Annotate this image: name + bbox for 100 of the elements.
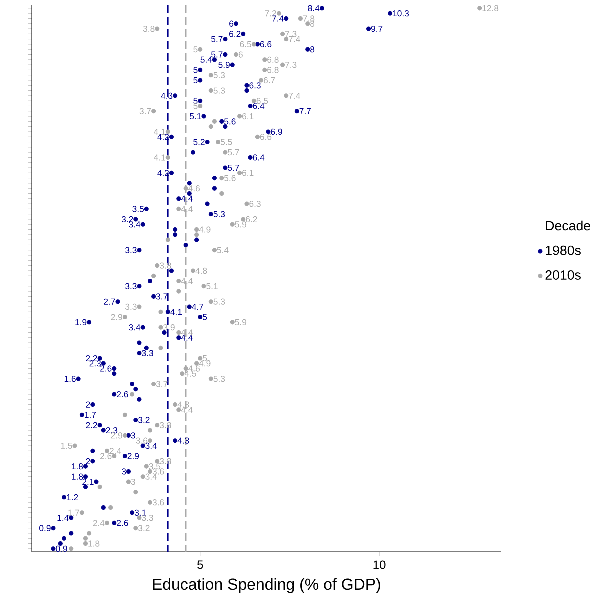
data-label: 7.3 xyxy=(286,30,297,38)
data-label: 6.8 xyxy=(268,56,279,63)
data-label: 6.1 xyxy=(242,113,254,120)
data-label: 5 xyxy=(194,46,198,52)
data-label: 3.3 xyxy=(126,247,137,254)
data-label: 5.4 xyxy=(217,247,229,254)
data-label: 2.3 xyxy=(90,360,102,367)
data-label: 8 xyxy=(310,20,315,27)
data-label: 6.4 xyxy=(253,154,265,161)
data-label: 3.2 xyxy=(138,417,150,424)
data-label: 2.1 xyxy=(82,478,94,485)
data-label: 3 xyxy=(131,478,136,485)
data-label: 5.3 xyxy=(214,298,226,305)
data-label: 6.4 xyxy=(253,103,265,110)
data-label: 3.6 xyxy=(152,499,164,506)
data-label: 3.2 xyxy=(122,216,134,222)
data-label: 4.1 xyxy=(170,308,182,315)
data-label: 2.4 xyxy=(110,448,122,454)
data-label: 4.6 xyxy=(188,185,200,192)
data-label: 4.4 xyxy=(181,196,193,202)
data-label: 8 xyxy=(310,46,315,53)
data-label: 2.2 xyxy=(86,355,98,362)
data-label: 5.3 xyxy=(214,376,226,382)
data-label: 7.4 xyxy=(289,36,300,42)
data-label: 5 xyxy=(203,314,208,320)
data-label: 3.3 xyxy=(142,350,154,356)
data-label: 1.8 xyxy=(72,474,84,480)
data-label: 3.8 xyxy=(160,458,172,464)
data-label: 3.2 xyxy=(138,525,150,532)
data-label: 2.9 xyxy=(111,314,122,320)
data-label: 6 xyxy=(230,20,234,27)
data-label: 4.9 xyxy=(199,226,211,233)
data-label: 5.7 xyxy=(228,149,240,156)
data-label: 5 xyxy=(194,98,198,104)
data-label: 3.5 xyxy=(149,463,161,470)
data-label: 6.3 xyxy=(250,200,261,207)
data-label: 3.6 xyxy=(152,468,164,475)
data-label: 1.7 xyxy=(68,510,80,516)
data-label: 2.3 xyxy=(106,427,118,434)
data-label: 3 xyxy=(131,432,136,439)
data-label: 5.9 xyxy=(235,319,247,326)
data-label: 2.6 xyxy=(100,366,112,372)
data-label: 5 xyxy=(194,77,198,84)
data-label: 6.9 xyxy=(271,128,282,135)
data-label: 4.4 xyxy=(181,406,193,413)
data-label: 5.2 xyxy=(194,139,205,146)
data-label: 0.9 xyxy=(56,546,68,552)
data-label: 3.7 xyxy=(156,380,168,388)
data-label: 6 xyxy=(238,52,243,58)
data-label: 12.8 xyxy=(482,5,499,12)
data-label: 6.2 xyxy=(246,216,258,222)
data-label: 2 xyxy=(86,402,90,408)
data-label: 5.4 xyxy=(200,56,212,63)
data-label: 3.6 xyxy=(136,438,148,444)
data-label: 2.6 xyxy=(117,391,128,398)
data-label: 3.5 xyxy=(132,206,144,212)
data-label: 3.4 xyxy=(129,324,141,330)
data-label: 4.2 xyxy=(158,170,170,176)
data-label: 6.6 xyxy=(260,41,272,48)
data-label: 0.9 xyxy=(40,525,51,532)
data-label: 1.8 xyxy=(88,540,100,547)
data-label: 7.3 xyxy=(286,62,297,68)
data-label: 4.4 xyxy=(181,334,193,341)
data-label: 5.3 xyxy=(214,211,226,218)
data-label: 7.8 xyxy=(303,15,315,22)
data-label: 3.8 xyxy=(160,262,172,269)
data-label: 5 xyxy=(194,103,198,110)
data-label: 9.7 xyxy=(371,26,383,32)
legend-title: Decade xyxy=(546,220,590,230)
data-label: 6.2 xyxy=(230,30,241,38)
data-label: 4.1 xyxy=(154,154,166,161)
data-label: 1.7 xyxy=(85,412,96,418)
data-label: 1.5 xyxy=(61,442,72,449)
data-label: 3.9 xyxy=(164,324,175,330)
data-label: 5.9 xyxy=(235,221,247,228)
x-tick-label: 10 xyxy=(374,560,386,570)
data-label: 4.8 xyxy=(196,268,208,274)
data-label: 5.6 xyxy=(224,118,236,125)
x-axis-title: Education Spending (% of GDP) xyxy=(153,578,380,594)
data-label: 7.4 xyxy=(289,92,300,99)
data-label: 1.6 xyxy=(64,376,76,382)
data-label: 1.2 xyxy=(67,494,78,500)
data-label: 1.8 xyxy=(72,463,84,470)
data-label: 2.9 xyxy=(128,453,140,460)
data-label: 2.4 xyxy=(93,520,105,526)
data-label: 2.6 xyxy=(117,520,128,526)
data-label: 5.6 xyxy=(224,175,236,182)
data-label: 3.4 xyxy=(146,442,158,449)
data-label: 1.4 xyxy=(58,514,69,521)
data-label: 4.3 xyxy=(178,438,190,444)
legend-label: 1980s xyxy=(546,246,581,256)
data-label: 2.9 xyxy=(111,432,122,439)
data-label: 3.1 xyxy=(134,510,146,516)
data-label: 3.8 xyxy=(143,26,155,32)
data-label: 6.3 xyxy=(250,82,261,89)
data-label: 5.7 xyxy=(212,52,223,58)
data-label: 7.7 xyxy=(300,108,311,114)
data-label: 10.3 xyxy=(393,10,410,16)
data-label: 3.4 xyxy=(146,474,158,480)
data-label: 4.7 xyxy=(192,304,204,310)
